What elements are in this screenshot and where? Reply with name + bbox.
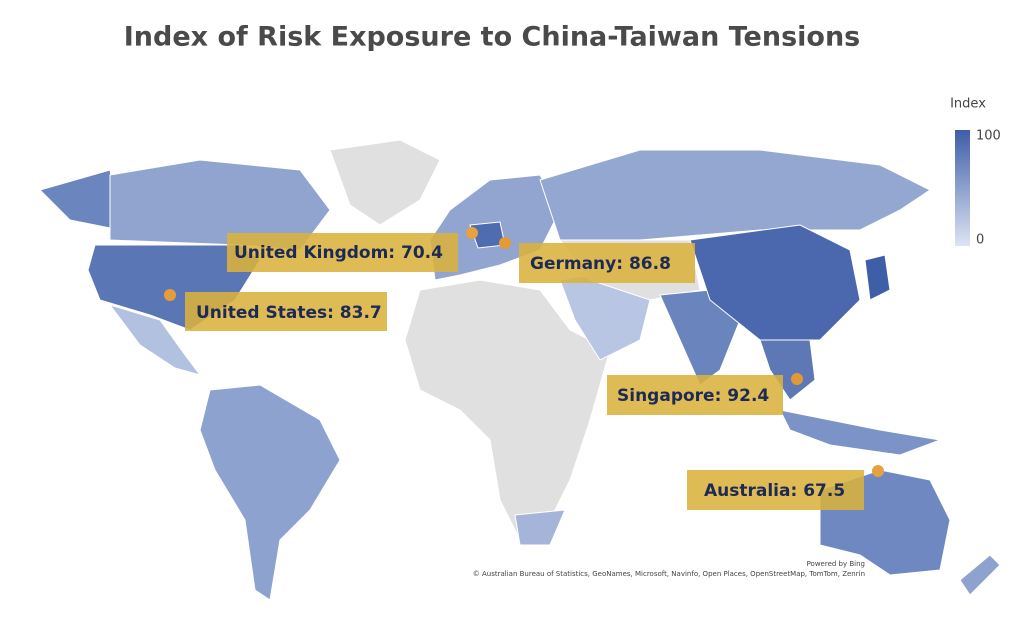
- callout-label: Germany: 86.8: [530, 254, 671, 274]
- powered-by: Powered by Bing: [807, 560, 865, 568]
- callout-box: [607, 375, 783, 415]
- callout-dot: [164, 289, 176, 301]
- indonesia: [779, 409, 942, 456]
- attribution: © Australian Bureau of Statistics, GeoNa…: [473, 570, 865, 578]
- title: Index of Risk Exposure to China-Taiwan T…: [124, 22, 861, 53]
- callout-label: Singapore: 92.4: [617, 386, 769, 406]
- legend-max: 100: [976, 129, 1001, 144]
- callout-dot: [791, 373, 803, 385]
- canada: [109, 159, 331, 251]
- callout-dot: [466, 227, 478, 239]
- callout-box: [185, 292, 387, 331]
- callout-dot: [499, 237, 511, 249]
- japan: [864, 254, 891, 301]
- new-zealand: [959, 554, 1001, 596]
- china: [689, 224, 861, 341]
- callout-box: [227, 233, 458, 272]
- callouts: United Kingdom: 70.4 Germany: 86.8 Unite…: [164, 227, 884, 510]
- south-america: [199, 384, 341, 601]
- callout-box: [519, 243, 695, 283]
- legend-scale: [955, 130, 970, 246]
- legend: Index 100 0: [950, 97, 1001, 248]
- callout-label: Australia: 67.5: [704, 481, 845, 501]
- callout-box: [687, 470, 864, 510]
- alaska: [39, 169, 121, 231]
- greenland: [329, 139, 441, 226]
- callout-dot: [872, 465, 884, 477]
- map: [39, 139, 1001, 601]
- mexico: [108, 304, 202, 376]
- indochina: [759, 339, 816, 401]
- russia: [539, 149, 931, 241]
- south-africa: [514, 509, 566, 546]
- legend-min: 0: [976, 233, 984, 248]
- callout-label: United States: 83.7: [196, 303, 382, 323]
- callout-label: United Kingdom: 70.4: [234, 243, 443, 263]
- legend-title: Index: [950, 97, 986, 112]
